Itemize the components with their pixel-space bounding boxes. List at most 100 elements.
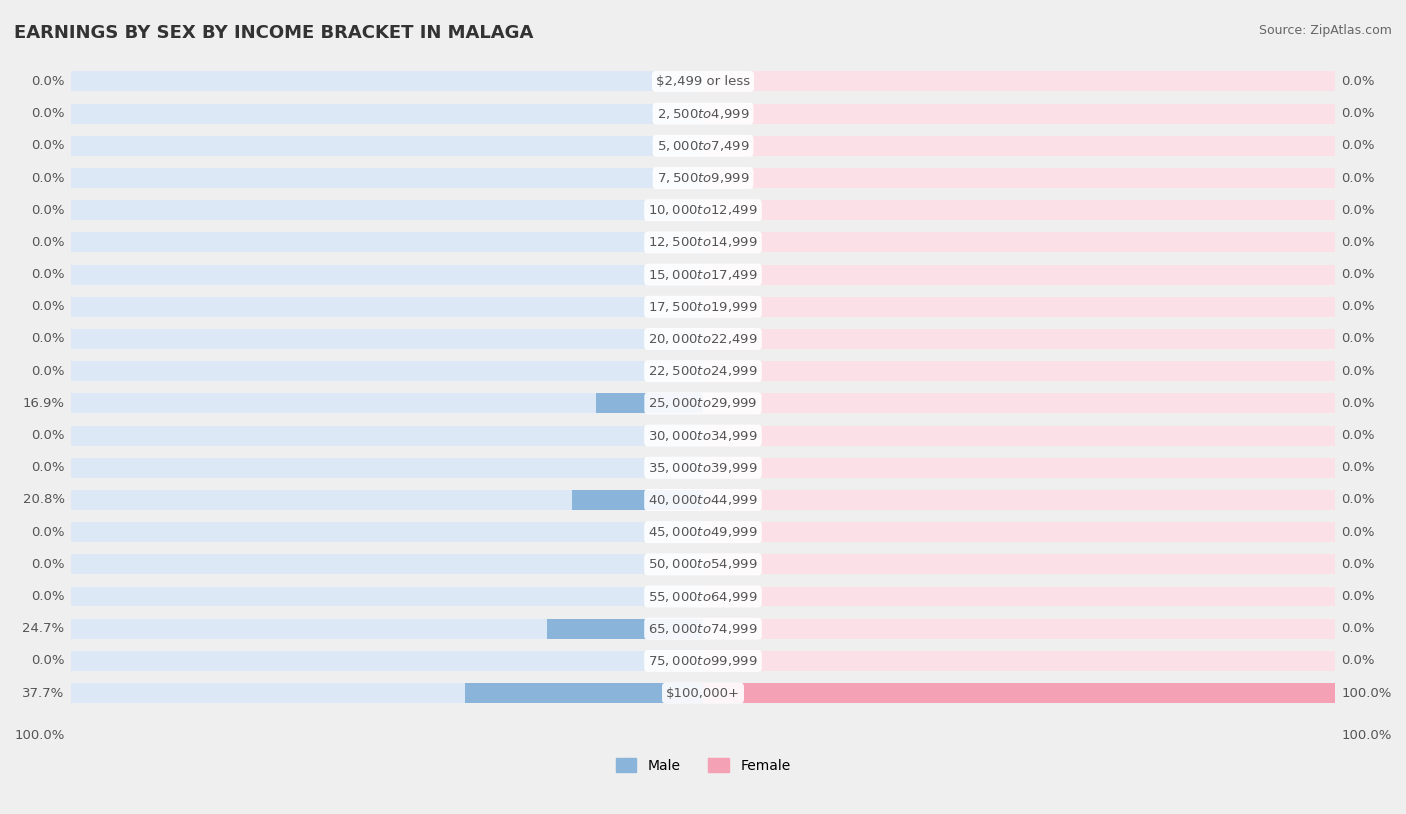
Text: 37.7%: 37.7% [22, 686, 65, 699]
Text: 0.0%: 0.0% [31, 332, 65, 345]
Text: 24.7%: 24.7% [22, 622, 65, 635]
Bar [70, 516, 1336, 549]
Text: $22,500 to $24,999: $22,500 to $24,999 [648, 364, 758, 379]
Bar [70, 72, 703, 91]
Text: 0.0%: 0.0% [1341, 526, 1375, 539]
Text: $2,499 or less: $2,499 or less [657, 75, 749, 88]
Text: $65,000 to $74,999: $65,000 to $74,999 [648, 622, 758, 636]
Text: $20,000 to $22,499: $20,000 to $22,499 [648, 332, 758, 346]
Text: 0.0%: 0.0% [1341, 75, 1375, 88]
Bar [70, 484, 1336, 516]
Bar [70, 677, 1336, 709]
Bar [70, 233, 703, 252]
Text: 0.0%: 0.0% [1341, 654, 1375, 667]
Bar [703, 361, 1336, 381]
Text: 0.0%: 0.0% [31, 236, 65, 249]
Text: $12,500 to $14,999: $12,500 to $14,999 [648, 235, 758, 249]
Text: 0.0%: 0.0% [1341, 236, 1375, 249]
Text: 0.0%: 0.0% [1341, 172, 1375, 185]
Text: 0.0%: 0.0% [31, 300, 65, 313]
Text: 0.0%: 0.0% [31, 75, 65, 88]
Text: $35,000 to $39,999: $35,000 to $39,999 [648, 461, 758, 475]
Bar [70, 162, 1336, 194]
Text: $30,000 to $34,999: $30,000 to $34,999 [648, 428, 758, 443]
Bar [70, 457, 703, 478]
Text: $55,000 to $64,999: $55,000 to $64,999 [648, 589, 758, 603]
Bar [703, 554, 1336, 575]
Bar [703, 136, 1336, 155]
Bar [703, 683, 1336, 703]
Bar [70, 259, 1336, 291]
Bar [703, 200, 1336, 221]
Text: 0.0%: 0.0% [1341, 300, 1375, 313]
Text: $75,000 to $99,999: $75,000 to $99,999 [648, 654, 758, 668]
Text: $40,000 to $44,999: $40,000 to $44,999 [648, 493, 758, 507]
Bar [70, 613, 1336, 645]
Text: $17,500 to $19,999: $17,500 to $19,999 [648, 300, 758, 313]
Text: $25,000 to $29,999: $25,000 to $29,999 [648, 396, 758, 410]
Text: 0.0%: 0.0% [31, 204, 65, 217]
Text: 0.0%: 0.0% [31, 172, 65, 185]
Text: 0.0%: 0.0% [1341, 558, 1375, 571]
Text: 0.0%: 0.0% [31, 590, 65, 603]
Bar [70, 361, 703, 381]
Text: 0.0%: 0.0% [31, 526, 65, 539]
Text: 100.0%: 100.0% [1341, 686, 1392, 699]
Text: $7,500 to $9,999: $7,500 to $9,999 [657, 171, 749, 185]
Text: 0.0%: 0.0% [31, 107, 65, 120]
Bar [703, 297, 1336, 317]
Bar [547, 619, 703, 639]
Text: 100.0%: 100.0% [14, 729, 65, 742]
Bar [70, 619, 703, 639]
Text: 100.0%: 100.0% [1341, 729, 1392, 742]
Text: 0.0%: 0.0% [1341, 107, 1375, 120]
Bar [70, 355, 1336, 387]
Bar [70, 580, 1336, 613]
Bar [703, 265, 1336, 285]
Bar [70, 651, 703, 671]
Text: 0.0%: 0.0% [1341, 429, 1375, 442]
Bar [70, 587, 703, 606]
Text: 0.0%: 0.0% [31, 365, 65, 378]
Bar [70, 522, 703, 542]
Bar [571, 490, 703, 510]
Text: 0.0%: 0.0% [1341, 493, 1375, 506]
Text: 0.0%: 0.0% [1341, 590, 1375, 603]
Bar [70, 200, 703, 221]
Bar [70, 645, 1336, 677]
Bar [70, 65, 1336, 98]
Bar [70, 419, 1336, 452]
Bar [70, 291, 1336, 323]
Text: 0.0%: 0.0% [1341, 139, 1375, 152]
Bar [703, 587, 1336, 606]
Bar [703, 72, 1336, 91]
Text: $50,000 to $54,999: $50,000 to $54,999 [648, 558, 758, 571]
Bar [70, 168, 703, 188]
Bar [703, 168, 1336, 188]
Bar [70, 98, 1336, 129]
Text: 0.0%: 0.0% [31, 429, 65, 442]
Bar [703, 103, 1336, 124]
Bar [70, 452, 1336, 484]
Bar [70, 136, 703, 155]
Text: 20.8%: 20.8% [22, 493, 65, 506]
Text: 16.9%: 16.9% [22, 397, 65, 410]
Text: 0.0%: 0.0% [31, 139, 65, 152]
Bar [70, 129, 1336, 162]
Bar [70, 490, 703, 510]
Bar [70, 387, 1336, 419]
Bar [70, 393, 703, 414]
Bar [70, 103, 703, 124]
Bar [703, 651, 1336, 671]
Bar [70, 549, 1336, 580]
Bar [703, 457, 1336, 478]
Bar [70, 297, 703, 317]
Text: 0.0%: 0.0% [1341, 204, 1375, 217]
Bar [70, 323, 1336, 355]
Text: 0.0%: 0.0% [1341, 622, 1375, 635]
Bar [70, 683, 703, 703]
Bar [464, 683, 703, 703]
Text: $15,000 to $17,499: $15,000 to $17,499 [648, 268, 758, 282]
Text: 0.0%: 0.0% [31, 268, 65, 281]
Bar [70, 194, 1336, 226]
